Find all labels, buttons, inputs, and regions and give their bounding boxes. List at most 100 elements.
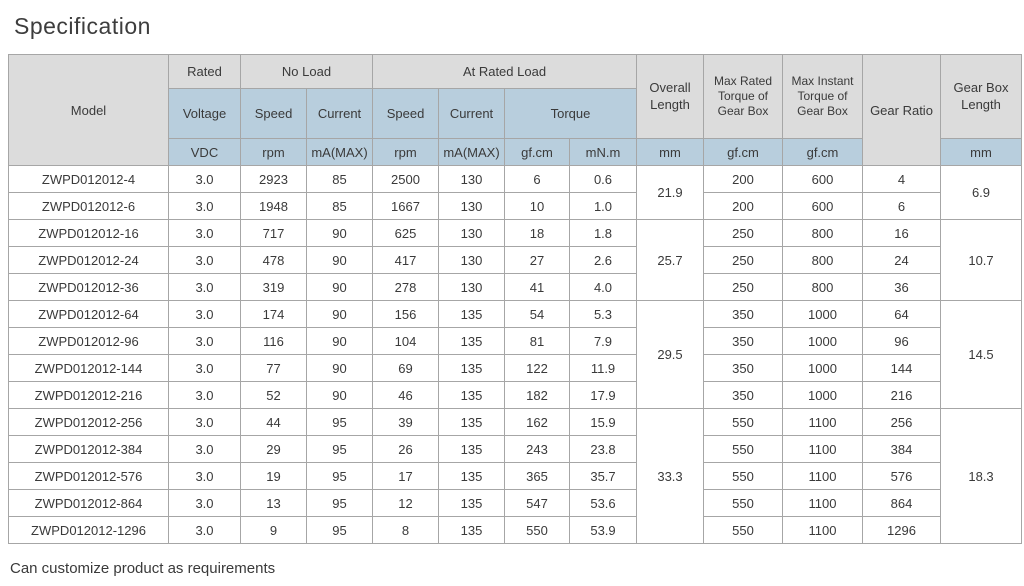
model-cell: ZWPD012012-96 xyxy=(8,327,169,355)
rated-current-cell: 135 xyxy=(438,435,505,463)
torque-gf-cm-cell: 365 xyxy=(504,462,570,490)
max-rated-torque-cell: 200 xyxy=(703,165,783,193)
rated-speed-cell: 69 xyxy=(372,354,439,382)
model-cell: ZWPD012012-576 xyxy=(8,462,169,490)
max-rated-torque-cell: 350 xyxy=(703,354,783,382)
no-load-speed-cell: 2923 xyxy=(240,165,307,193)
max-instant-torque-cell: 800 xyxy=(782,273,863,301)
gear-ratio-cell: 216 xyxy=(862,381,941,409)
torque-gf-cm-cell: 162 xyxy=(504,408,570,436)
max-instant-torque-cell: 1000 xyxy=(782,327,863,355)
rated-current-cell: 135 xyxy=(438,354,505,382)
rated-current-cell: 135 xyxy=(438,489,505,517)
col-header-no-load-current: Current xyxy=(306,88,373,139)
max-instant-torque-cell: 800 xyxy=(782,246,863,274)
max-instant-torque-cell: 1000 xyxy=(782,354,863,382)
gear-ratio-cell: 24 xyxy=(862,246,941,274)
rated-speed-cell: 46 xyxy=(372,381,439,409)
voltage-cell: 3.0 xyxy=(168,300,241,328)
model-cell: ZWPD012012-16 xyxy=(8,219,169,247)
no-load-speed-cell: 116 xyxy=(240,327,307,355)
torque-gf-cm-cell: 243 xyxy=(504,435,570,463)
unit-vdc: VDC xyxy=(168,138,241,166)
no-load-current-cell: 95 xyxy=(306,516,373,544)
no-load-speed-cell: 717 xyxy=(240,219,307,247)
table-row: ZWPD012012-6 3.0 1948 85 1667 130 10 1.0 200 600 6 xyxy=(8,192,1022,220)
max-rated-torque-cell: 550 xyxy=(703,435,783,463)
max-rated-torque-cell: 250 xyxy=(703,219,783,247)
unit-ma-max-no-load: mA(MAX) xyxy=(306,138,373,166)
voltage-cell: 3.0 xyxy=(168,165,241,193)
model-cell: ZWPD012012-4 xyxy=(8,165,169,193)
torque-gf-cm-cell: 10 xyxy=(504,192,570,220)
rated-speed-cell: 8 xyxy=(372,516,439,544)
gear-ratio-cell: 96 xyxy=(862,327,941,355)
voltage-cell: 3.0 xyxy=(168,273,241,301)
no-load-speed-cell: 52 xyxy=(240,381,307,409)
rated-speed-cell: 104 xyxy=(372,327,439,355)
max-rated-torque-cell: 350 xyxy=(703,300,783,328)
torque-mn-m-cell: 0.6 xyxy=(569,165,637,193)
col-header-max-instant-torque: Max Instant Torque of Gear Box xyxy=(782,54,863,139)
no-load-speed-cell: 13 xyxy=(240,489,307,517)
max-rated-torque-cell: 350 xyxy=(703,381,783,409)
torque-mn-m-cell: 4.0 xyxy=(569,273,637,301)
rated-current-cell: 130 xyxy=(438,165,505,193)
max-rated-torque-cell: 550 xyxy=(703,462,783,490)
torque-mn-m-cell: 53.6 xyxy=(569,489,637,517)
model-cell: ZWPD012012-256 xyxy=(8,408,169,436)
max-instant-torque-cell: 1000 xyxy=(782,300,863,328)
torque-mn-m-cell: 15.9 xyxy=(569,408,637,436)
no-load-current-cell: 95 xyxy=(306,435,373,463)
voltage-cell: 3.0 xyxy=(168,408,241,436)
model-cell: ZWPD012012-864 xyxy=(8,489,169,517)
max-rated-torque-cell: 250 xyxy=(703,246,783,274)
no-load-current-cell: 90 xyxy=(306,354,373,382)
rated-current-cell: 135 xyxy=(438,327,505,355)
overall-length-cell: 21.9 xyxy=(636,165,704,220)
rated-current-cell: 135 xyxy=(438,381,505,409)
model-cell: ZWPD012012-216 xyxy=(8,381,169,409)
page-title: Specification xyxy=(14,13,151,39)
voltage-cell: 3.0 xyxy=(168,192,241,220)
rated-current-cell: 130 xyxy=(438,192,505,220)
torque-mn-m-cell: 53.9 xyxy=(569,516,637,544)
gear-ratio-cell: 36 xyxy=(862,273,941,301)
col-header-model: Model xyxy=(8,54,169,166)
model-cell: ZWPD012012-144 xyxy=(8,354,169,382)
col-header-rated-speed: Speed xyxy=(372,88,439,139)
max-rated-torque-cell: 200 xyxy=(703,192,783,220)
no-load-speed-cell: 478 xyxy=(240,246,307,274)
header-row-units: VDC rpm mA(MAX) rpm mA(MAX) gf.cm mN.m m… xyxy=(9,138,1022,166)
table-row: ZWPD012012-256 3.0 44 95 39 135 162 15.9 33.3 550… xyxy=(8,408,1022,544)
overall-length-cell: 29.5 xyxy=(636,300,704,409)
rated-speed-cell: 26 xyxy=(372,435,439,463)
torque-gf-cm-cell: 54 xyxy=(504,300,570,328)
table-row: ZWPD012012-864 3.0 13 95 12 135 547 53.6 550 1100… xyxy=(8,489,1022,517)
gear-ratio-cell: 6 xyxy=(862,192,941,220)
rated-speed-cell: 625 xyxy=(372,219,439,247)
specification-table: Model Rated No Load At Rated Load Overal… xyxy=(8,54,1022,544)
no-load-current-cell: 90 xyxy=(306,327,373,355)
gear-ratio-cell: 864 xyxy=(862,489,941,517)
gear-ratio-cell: 1296 xyxy=(862,516,941,544)
rated-current-cell: 135 xyxy=(438,516,505,544)
no-load-speed-cell: 77 xyxy=(240,354,307,382)
table-body: ZWPD012012-4 3.0 2923 85 2500 130 6 0.6 21.9 200 6… xyxy=(8,165,1022,544)
model-cell: ZWPD012012-36 xyxy=(8,273,169,301)
voltage-cell: 3.0 xyxy=(168,462,241,490)
torque-mn-m-cell: 11.9 xyxy=(569,354,637,382)
no-load-current-cell: 95 xyxy=(306,462,373,490)
no-load-current-cell: 90 xyxy=(306,219,373,247)
no-load-current-cell: 95 xyxy=(306,408,373,436)
max-rated-torque-cell: 250 xyxy=(703,273,783,301)
torque-mn-m-cell: 17.9 xyxy=(569,381,637,409)
torque-gf-cm-cell: 41 xyxy=(504,273,570,301)
voltage-cell: 3.0 xyxy=(168,246,241,274)
table-row: ZWPD012012-16 3.0 717 90 625 130 18 1.8 25.7 250 8… xyxy=(8,219,1022,301)
max-rated-torque-cell: 550 xyxy=(703,408,783,436)
col-header-overall-length: Overall Length xyxy=(636,54,704,139)
torque-gf-cm-cell: 122 xyxy=(504,354,570,382)
unit-overall-length-mm: mm xyxy=(636,138,704,166)
max-rated-torque-cell: 550 xyxy=(703,489,783,517)
